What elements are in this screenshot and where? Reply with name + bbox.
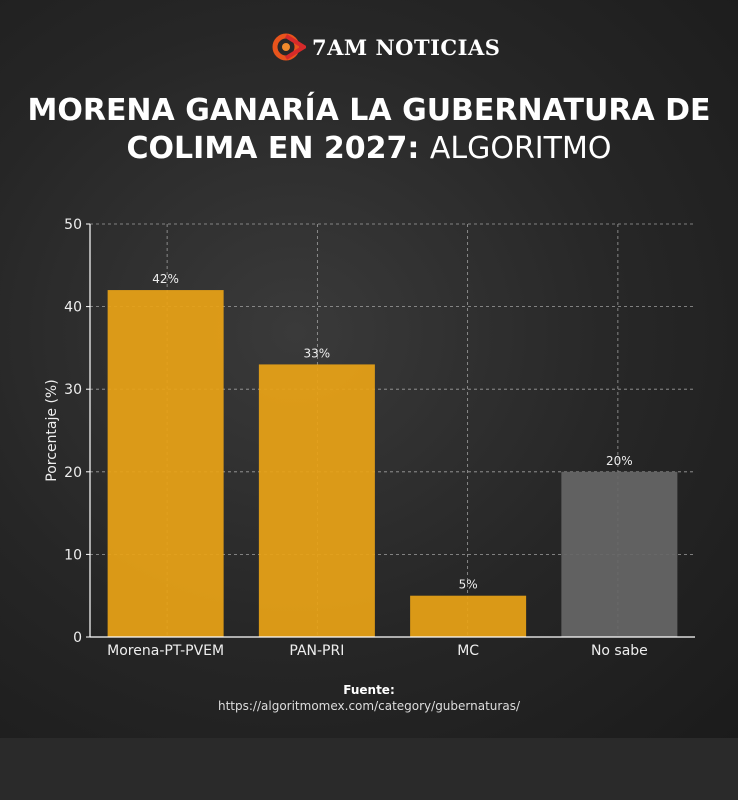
x-tick-label: MC bbox=[457, 643, 479, 659]
headline: MORENA GANARÍA LA GUBERNATURA DE COLIMA … bbox=[0, 92, 738, 168]
logo-icon bbox=[272, 33, 306, 61]
data-label: 33% bbox=[304, 346, 331, 360]
y-tick-label: 20 bbox=[64, 465, 82, 481]
source-url: https://algoritmomex.com/category/gubern… bbox=[218, 699, 520, 713]
y-tick-label: 50 bbox=[64, 217, 82, 233]
x-tick-label: PAN-PRI bbox=[289, 643, 344, 659]
y-tick-label: 0 bbox=[73, 630, 82, 646]
y-tick-label: 30 bbox=[64, 382, 82, 398]
y-axis-label: Porcentaje (%) bbox=[44, 379, 60, 481]
bar-no-sabe bbox=[561, 471, 678, 637]
y-tick-label: 40 bbox=[64, 300, 82, 316]
bar-mc bbox=[410, 595, 527, 637]
bar-pan-pri bbox=[258, 364, 375, 637]
y-tick-label: 10 bbox=[64, 547, 82, 563]
brand-logo: 7AM NOTICIAS bbox=[272, 32, 500, 62]
x-tick-label: No sabe bbox=[591, 643, 648, 659]
bar-morena-pt-pvem bbox=[107, 290, 224, 637]
data-label: 5% bbox=[459, 578, 478, 592]
footer-band bbox=[0, 738, 738, 800]
brand-name: 7AM NOTICIAS bbox=[312, 34, 501, 60]
headline-bold: MORENA GANARÍA LA GUBERNATURA DE COLIMA … bbox=[27, 93, 711, 166]
headline-light: ALGORITMO bbox=[429, 131, 612, 166]
bar-chart: 42% Morena-PT-PVEM 33% PAN-PRI 5% MC 20% No sab… bbox=[44, 217, 695, 659]
data-label: 20% bbox=[606, 454, 633, 468]
x-tick-label: Morena-PT-PVEM bbox=[107, 643, 224, 659]
source-note: Fuente: https://algoritmomex.com/categor… bbox=[0, 682, 738, 714]
data-label: 42% bbox=[152, 272, 179, 286]
source-label: Fuente: bbox=[343, 683, 395, 697]
